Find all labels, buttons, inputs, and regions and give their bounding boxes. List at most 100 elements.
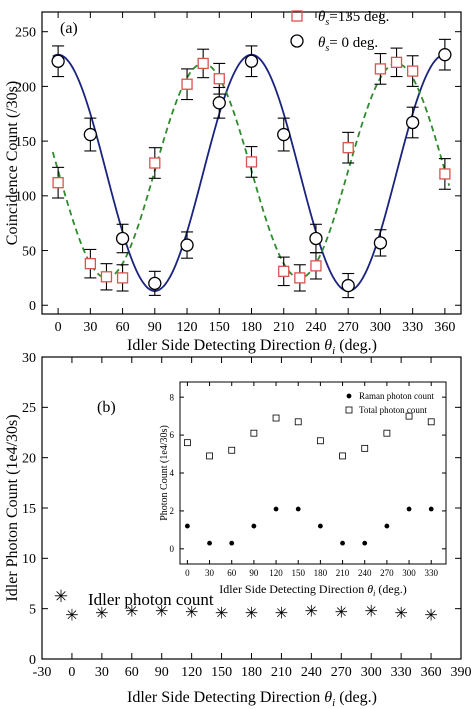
panel-a-x-tick-label: 0: [55, 320, 62, 335]
point-idler-photon-count: ✳: [95, 606, 108, 623]
point-theta-s-135: [197, 57, 209, 70]
legend-label-theta-s-135: θs=135 deg.: [318, 9, 389, 28]
point-raman-photon-count: [406, 506, 412, 512]
panel-a-x-tick-label: 240: [305, 320, 326, 335]
x-axis-label-text: Idler Side Detecting Direction: [127, 337, 320, 354]
panel-a-x-tick-label: 120: [177, 320, 198, 335]
panel-b-y-tick-labels: 0 5 10 15 20 25 30: [22, 351, 36, 668]
legend-suffix: = 0 deg.: [329, 35, 378, 51]
panel-a-label: (a): [60, 20, 78, 37]
point-idler-photon-count: ✳: [65, 608, 78, 625]
panel-a: 0 50 100 150 200 250 0 30 60 90 120 150 180 210 240 27…: [4, 9, 462, 357]
panel-b-y-axis-label: Idler Photon Count (1e4/30s): [4, 414, 21, 601]
point-total-photon-count: [405, 412, 413, 420]
point-theta-s-135: [310, 260, 322, 272]
point-raman-photon-count: [428, 506, 434, 512]
legend-symbol: θ: [318, 9, 326, 25]
point-theta-s-135: [342, 142, 354, 154]
panel-a-y-tick-label: 100: [15, 190, 36, 205]
panel-a-x-tick-label: 330: [402, 320, 423, 335]
point-theta-s-0: [83, 127, 97, 142]
point-idler-photon-count: ✳: [305, 604, 318, 621]
point-theta-s-0: [309, 231, 323, 246]
inset-x-tick-labels: 0 30 60 90 120 150 180 210 240 270 300 330: [185, 568, 438, 578]
point-idler-photon-count: ✳: [245, 606, 258, 623]
inset-legend-marker-raman: [346, 393, 352, 399]
panel-a-x-tick-label: 150: [209, 320, 230, 335]
point-total-photon-count: [206, 452, 213, 460]
panel-a-y-tick-label: 150: [15, 135, 36, 150]
point-theta-s-135: [149, 157, 161, 169]
panel-b-y-tick-label: 25: [22, 401, 36, 416]
panel-b-x-tick-label: 120: [181, 665, 202, 680]
inset-y-tick-label: 6: [170, 430, 175, 440]
panel-b-x-tick-label: 390: [451, 665, 472, 680]
legend-marker-circle: [290, 34, 304, 48]
x-axis-label-symbol: θ: [367, 582, 373, 596]
x-axis-label-symbol: θ: [324, 689, 332, 706]
point-raman-photon-count: [273, 506, 279, 512]
point-raman-photon-count: [207, 540, 212, 546]
x-axis-label-subscript: i: [373, 589, 375, 598]
panel-a-x-tick-label: 360: [434, 320, 455, 335]
point-idler-photon-count: ✳: [125, 604, 138, 621]
point-idler-photon-count: ✳: [394, 606, 407, 623]
panel-b-y-tick-label: 10: [22, 552, 36, 567]
panel-b-x-tick-label: 270: [331, 665, 352, 680]
point-total-photon-count: [294, 418, 302, 426]
point-idler-photon-count: ✳: [335, 605, 348, 622]
point-idler-photon-count: ✳: [185, 605, 198, 622]
panel-a-x-axis-label: Idler Side Detecting Direction θi (deg.): [127, 337, 377, 357]
point-theta-s-0: [277, 127, 291, 142]
inset-x-tick-label: 90: [249, 568, 259, 578]
inset-x-tick-label: 330: [424, 568, 438, 578]
panel-a-data-marks: [51, 38, 452, 299]
panel-a-y-tick-label: 0: [29, 299, 36, 314]
inset-y-tick-label: 2: [170, 506, 175, 516]
inset-x-tick-label: 270: [380, 568, 394, 578]
panel-a-x-tick-label: 30: [83, 320, 97, 335]
panel-b-x-tick-labels: -30 0 30 60 90 120 150 180 210 240 270 300 330 360 390: [33, 665, 472, 680]
point-raman-photon-count: [229, 540, 235, 546]
point-total-photon-count: [272, 414, 280, 422]
panel-b-x-tick-label: 30: [95, 665, 109, 680]
panel-a-x-tick-label: 270: [338, 320, 359, 335]
panel-b-x-tick-label: 180: [241, 665, 262, 680]
legend-subscript: s: [325, 17, 329, 28]
point-theta-s-0: [373, 236, 388, 250]
panel-a-x-tick-label: 90: [148, 320, 162, 335]
point-theta-s-135: [245, 156, 258, 168]
point-total-photon-count: [316, 437, 324, 445]
panel-b-legend: ✳ Idler photon count: [54, 587, 214, 609]
legend-label-idler-photon-count: Idler photon count: [88, 590, 214, 609]
point-theta-s-0: [115, 231, 130, 246]
point-raman-photon-count: [184, 523, 190, 529]
inset-legend-label-total: Total photon count: [359, 405, 427, 415]
legend-subscript: s: [325, 43, 329, 54]
panel-a-x-tick-label: 210: [273, 320, 294, 335]
panel-a-y-tick-label: 250: [15, 26, 36, 41]
inset-x-tick-label: 210: [336, 568, 350, 578]
inset-y-tick-label: 4: [170, 468, 175, 478]
point-raman-photon-count: [317, 523, 323, 529]
panel-a-legend: θs=135 deg. θs= 0 deg.: [290, 9, 389, 54]
point-raman-photon-count: [295, 506, 301, 512]
point-total-photon-count: [183, 439, 191, 447]
panel-a-y-axis-label: Coincidence Count (/30s): [4, 81, 21, 245]
inset-x-tick-label: 240: [358, 568, 372, 578]
panel-a-x-tick-label: 180: [241, 320, 262, 335]
x-axis-label-symbol: θ: [324, 337, 332, 354]
panel-b-x-axis-label: Idler Side Detecting Direction θi (deg.): [127, 689, 377, 709]
panel-b-y-tick-label: 20: [22, 452, 36, 467]
point-idler-photon-count: ✳: [424, 608, 437, 625]
point-theta-s-135: [116, 272, 129, 284]
panel-a-x-tick-labels: 0 30 60 90 120 150 180 210 240 270 300 330 360: [55, 320, 456, 335]
point-theta-s-0: [244, 54, 259, 68]
point-theta-s-135: [278, 265, 290, 277]
x-axis-label-subscript: i: [332, 345, 335, 357]
point-theta-s-135: [407, 65, 419, 77]
point-theta-s-135: [439, 168, 451, 180]
point-theta-s-0: [148, 276, 162, 291]
panel-b-x-tick-label: 90: [155, 665, 169, 680]
panel-b-label: (b): [97, 399, 116, 416]
